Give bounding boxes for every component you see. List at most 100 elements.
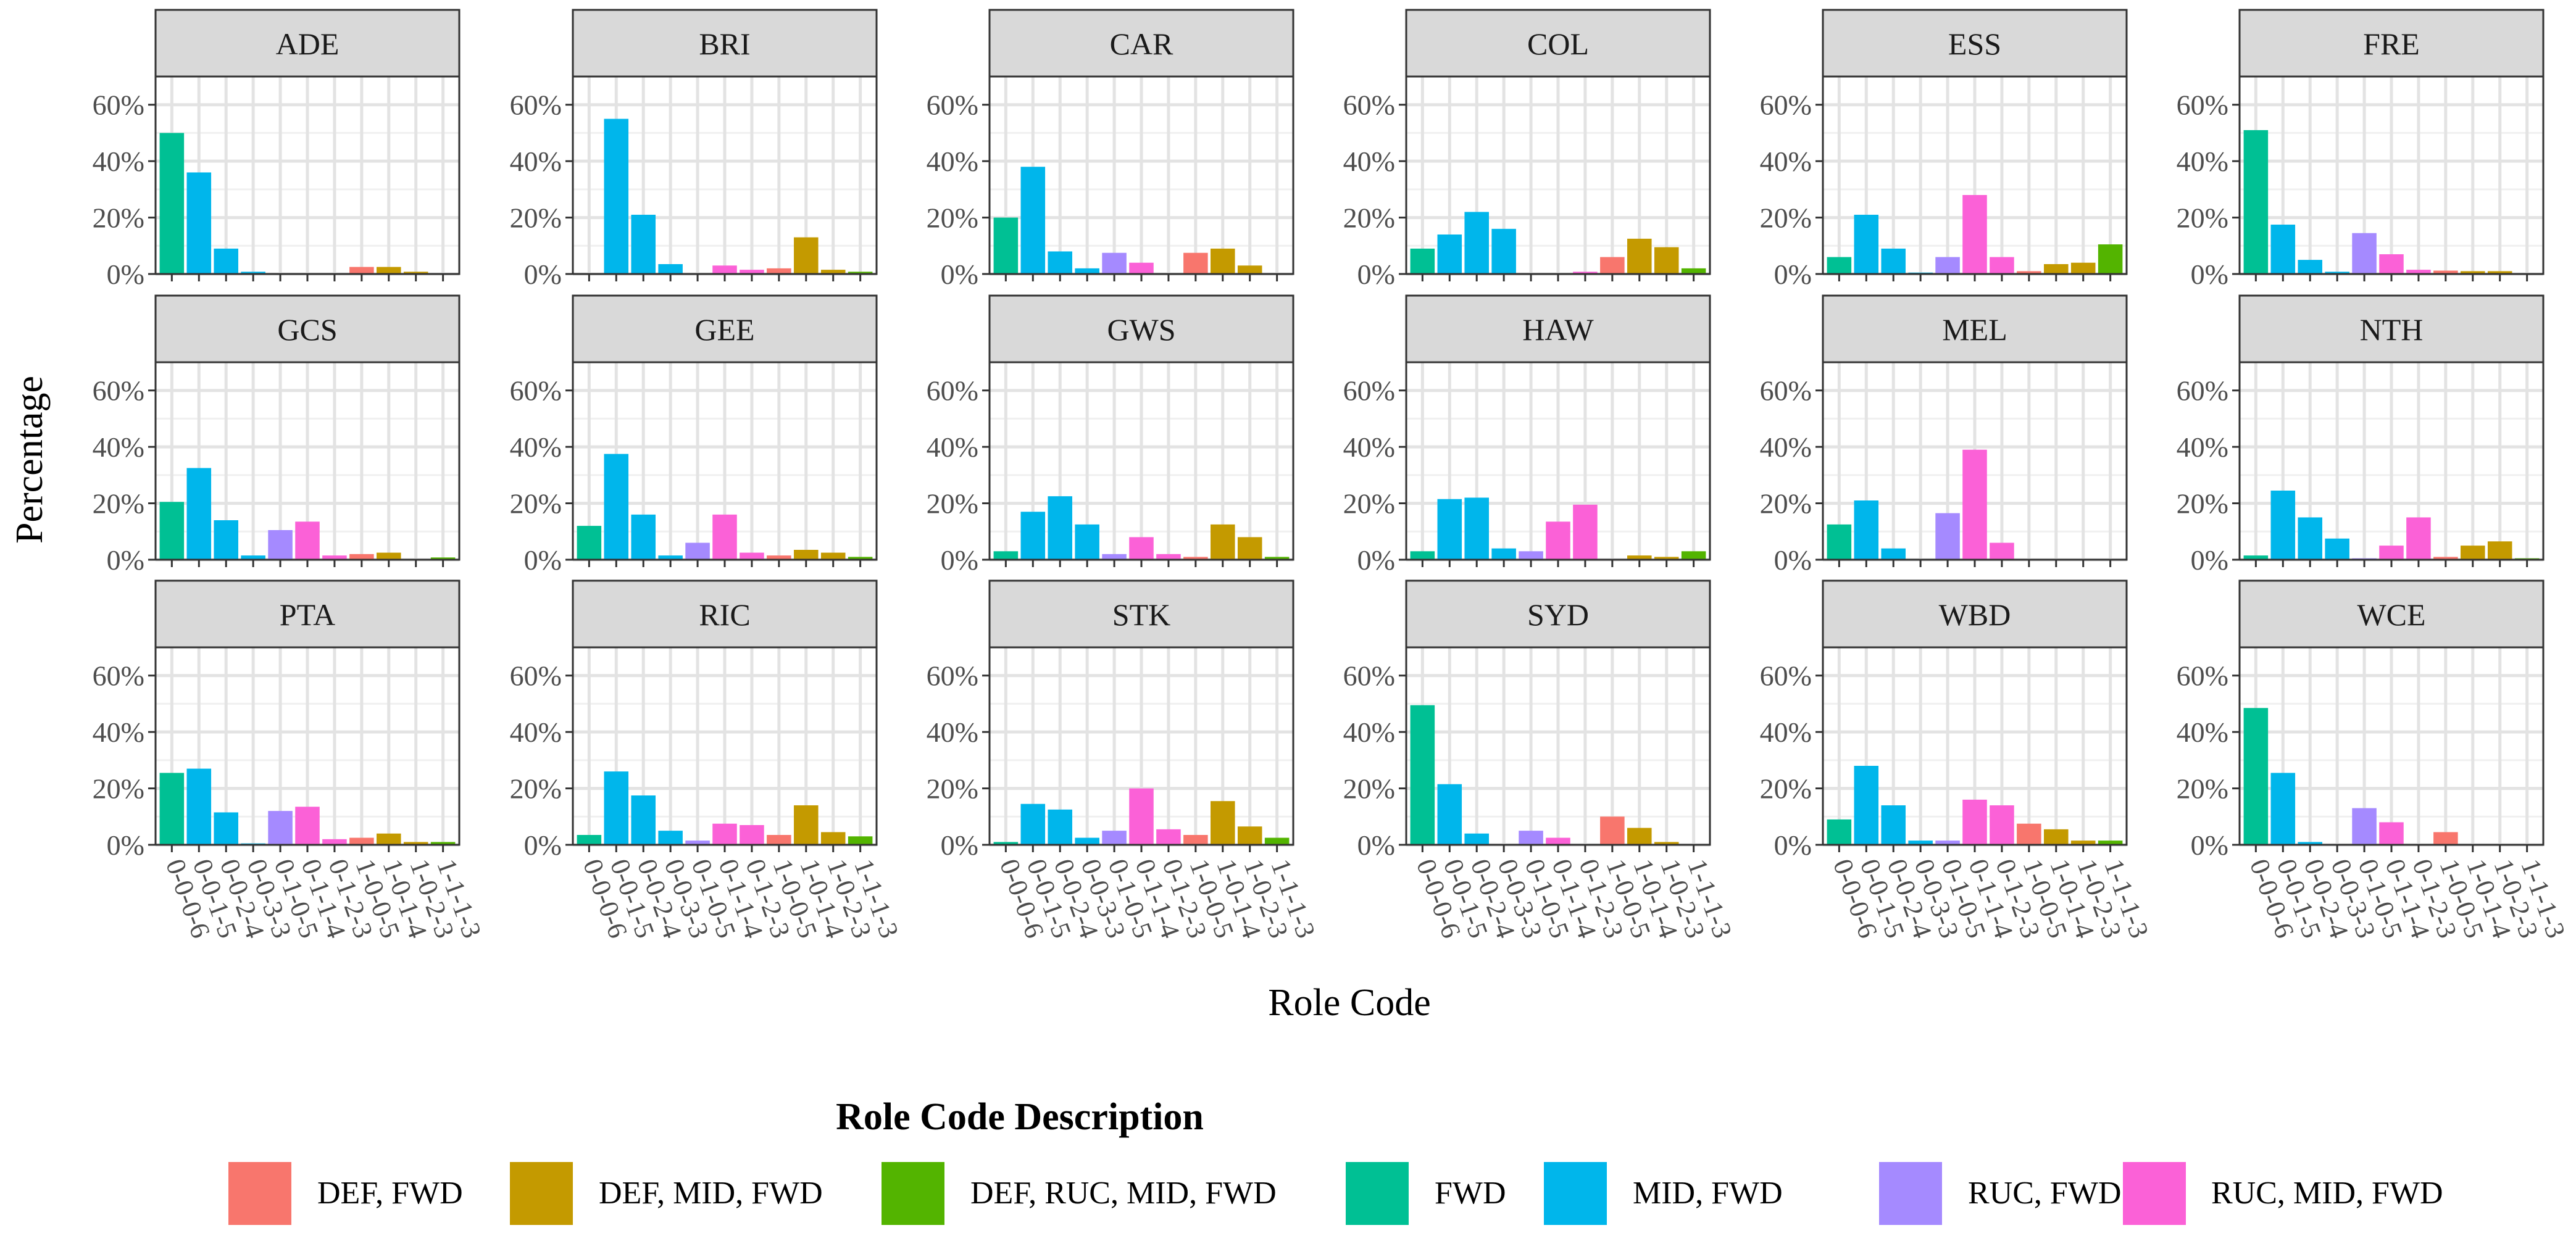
bar-ade-0-0-3-3	[241, 272, 265, 274]
legend-swatch	[1346, 1162, 1409, 1225]
bar-wce-0-0-1-5	[2270, 773, 2296, 845]
bar-gws-1-0-1-4	[1211, 524, 1235, 560]
bar-car-0-0-3-3	[1075, 268, 1099, 274]
bar-stk-1-0-0-5	[1183, 835, 1208, 845]
bar-col-0-0-2-4	[1464, 212, 1489, 274]
y-tick-label: 20%	[2177, 202, 2228, 234]
facet-panel-ess: ESS 0% 20% 40% 60%	[1760, 9, 2128, 290]
legend-item-mid-fwd: MID, FWD	[1544, 1162, 1783, 1225]
bar-nth-1-0-1-4	[2461, 546, 2485, 560]
y-tick-label: 40%	[2177, 146, 2228, 177]
y-tick-label: 40%	[927, 716, 978, 748]
bar-haw-0-0-1-5	[1437, 499, 1462, 560]
bar-car-1-0-2-3	[1237, 265, 1262, 274]
bar-car-0-0-1-5	[1020, 167, 1046, 274]
bar-gcs-1-1-1-3	[430, 557, 456, 560]
bar-gcs-0-0-0-6	[159, 502, 185, 560]
bar-pta-0-1-0-5	[268, 811, 293, 845]
bar-syd-0-0-0-6	[1410, 705, 1435, 845]
bar-nth-0-0-2-4	[2298, 517, 2322, 560]
bar-nth-0-0-3-3	[2325, 538, 2349, 560]
y-tick-label: 40%	[1760, 431, 1812, 463]
bar-ess-1-0-2-3	[2070, 262, 2096, 274]
facet-strip-label: ESS	[1948, 27, 2001, 61]
bar-gee-1-1-1-3	[848, 557, 873, 560]
facet-strip	[2238, 579, 2545, 649]
facet-panel-syd: SYD0%20%40%60%0-0-0-60-0-1-50-0-2-40-0-3…	[1343, 579, 1738, 942]
bar-mel-0-1-2-3	[1990, 542, 2014, 560]
bar-nth-0-0-1-5	[2270, 491, 2296, 560]
bar-ric-1-0-0-5	[767, 835, 791, 845]
y-tick-label: 60%	[93, 375, 144, 407]
bar-gws-1-1-1-3	[1264, 557, 1290, 560]
bar-ess-1-0-0-5	[2017, 271, 2041, 274]
bar-wbd-0-0-3-3	[1908, 840, 1933, 845]
y-tick-label: 60%	[1760, 89, 1812, 121]
y-tick-label: 20%	[2177, 773, 2228, 805]
bar-haw-0-1-2-3	[1573, 504, 1598, 560]
y-tick-label: 20%	[510, 488, 562, 520]
bar-ade-0-0-0-6	[159, 133, 185, 274]
bar-fre-0-1-2-3	[2406, 270, 2431, 274]
legend-item-ruc-mid-fwd: RUC, MID, FWD	[2123, 1162, 2443, 1225]
facet-strip-label: WBD	[1939, 597, 2011, 632]
bar-mel-0-0-2-4	[1881, 548, 1906, 560]
facet-strip-label: BRI	[699, 27, 750, 61]
facet-strip-label: PTA	[280, 597, 335, 632]
bar-ric-0-1-2-3	[740, 825, 764, 845]
bar-syd-1-0-2-3	[1654, 842, 1679, 845]
bar-pta-1-1-1-3	[430, 842, 456, 845]
facet-strip-label: SYD	[1527, 597, 1589, 632]
bar-wce-0-0-0-6	[2243, 708, 2269, 845]
y-tick-label: 40%	[93, 146, 144, 177]
facet-strip	[572, 579, 878, 649]
y-tick-label: 0%	[524, 259, 562, 290]
bar-stk-0-1-0-5	[1102, 831, 1127, 845]
bar-bri-1-0-1-4	[794, 237, 819, 274]
legend-item-ruc-fwd: RUC, FWD	[1879, 1162, 2121, 1225]
bar-fre-0-1-0-5	[2352, 233, 2377, 274]
y-tick-label: 40%	[510, 716, 562, 748]
bar-haw-0-0-2-4	[1464, 497, 1489, 560]
y-tick-label: 40%	[927, 146, 978, 177]
bar-haw-0-0-3-3	[1491, 548, 1516, 560]
legend-item-fwd: FWD	[1346, 1162, 1506, 1225]
bar-wbd-0-1-0-5	[1935, 840, 1960, 845]
legend-label: RUC, MID, FWD	[2211, 1176, 2443, 1211]
facet-strip-label: NTH	[2360, 312, 2424, 347]
y-tick-label: 40%	[2177, 716, 2228, 748]
bar-car-0-1-0-5	[1102, 252, 1127, 274]
facet-panel-wbd: WBD0%20%40%60%0-0-0-60-0-1-50-0-2-40-0-3…	[1760, 579, 2154, 942]
bar-bri-0-0-2-4	[631, 215, 656, 274]
y-tick-label: 20%	[927, 202, 978, 234]
bar-fre-1-0-2-3	[2487, 271, 2512, 274]
y-tick-label: 60%	[1760, 375, 1812, 407]
y-tick-label: 0%	[1357, 829, 1395, 861]
bar-ric-0-0-2-4	[631, 795, 656, 845]
facet-strip	[154, 9, 461, 78]
facet-panel-mel: MEL 0% 20% 40% 60%	[1760, 294, 2128, 576]
facet-panel-nth: NTH 0% 20% 40% 60%	[2177, 294, 2545, 576]
bar-col-1-1-1-3	[1681, 268, 1706, 274]
bar-car-0-0-0-6	[993, 217, 1019, 274]
legend-swatch	[1879, 1162, 1942, 1225]
bar-stk-0-0-1-5	[1020, 803, 1046, 845]
y-tick-label: 60%	[510, 375, 562, 407]
bar-car-1-0-1-4	[1211, 248, 1235, 274]
bar-col-0-1-2-3	[1573, 272, 1598, 274]
y-tick-label: 0%	[1774, 829, 1812, 861]
bar-gee-0-0-0-6	[577, 526, 602, 560]
bar-car-1-0-0-5	[1183, 252, 1208, 274]
bar-car-0-0-2-4	[1048, 251, 1072, 274]
y-tick-label: 0%	[107, 259, 144, 290]
bar-col-1-0-1-4	[1627, 238, 1652, 274]
bar-mel-0-0-1-5	[1854, 500, 1879, 560]
bar-syd-1-0-1-4	[1627, 828, 1652, 845]
bar-gws-0-1-1-4	[1129, 537, 1154, 560]
bar-nth-1-0-2-3	[2487, 541, 2512, 560]
bar-gee-0-1-1-4	[712, 514, 737, 560]
y-tick-label: 40%	[927, 431, 978, 463]
y-tick-label: 0%	[1357, 544, 1395, 576]
bar-syd-1-0-0-5	[1600, 816, 1625, 845]
facet-strip-label: CAR	[1110, 27, 1173, 61]
